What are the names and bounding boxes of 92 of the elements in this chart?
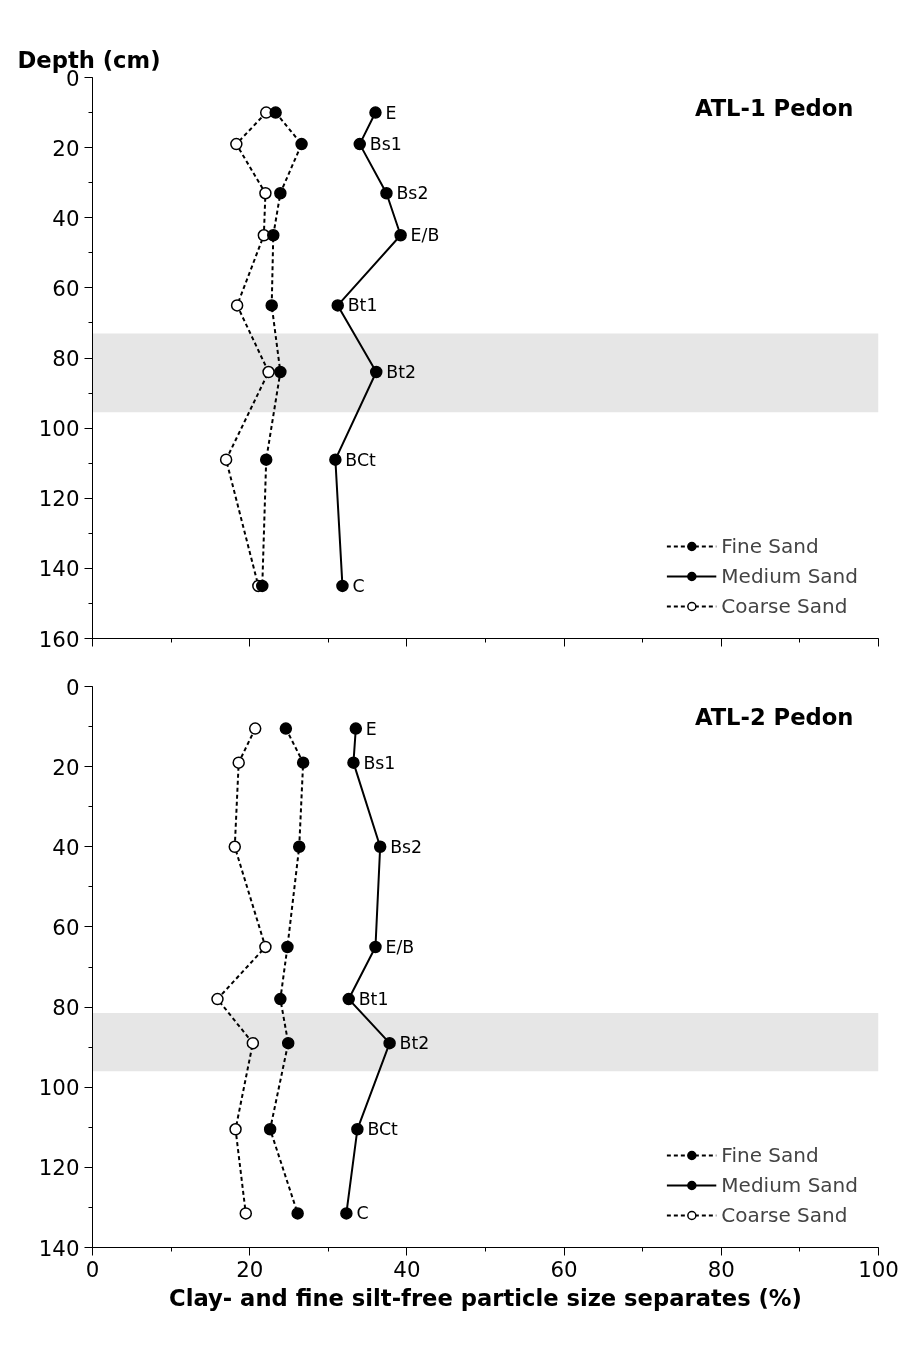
point	[291, 1207, 304, 1220]
annotation: Bt2	[399, 1033, 430, 1054]
point	[267, 229, 280, 242]
annotation: E/B	[410, 225, 440, 246]
point	[219, 453, 233, 466]
point	[248, 722, 262, 735]
point	[351, 1123, 364, 1136]
annotation: C	[356, 1203, 369, 1224]
point	[336, 579, 349, 593]
point	[380, 186, 393, 200]
point	[230, 137, 243, 151]
y-tick-label: 120	[38, 486, 80, 512]
annotation: BCt	[345, 449, 377, 470]
x-tick-label: 100	[858, 1256, 899, 1282]
point	[279, 722, 293, 735]
point	[370, 365, 383, 379]
point	[259, 940, 272, 954]
point	[265, 299, 278, 312]
point	[262, 365, 275, 379]
annotation: Bs1	[369, 134, 402, 155]
x-tick-label: 80	[707, 1256, 735, 1282]
y-tick-label: 100	[38, 416, 80, 442]
point	[230, 299, 244, 312]
point	[353, 137, 366, 151]
point	[373, 840, 387, 854]
point	[281, 940, 294, 954]
annotation: Bt1	[347, 295, 378, 316]
point	[211, 992, 224, 1006]
point	[274, 365, 287, 379]
annotation: Bt1	[358, 989, 389, 1010]
point	[232, 756, 245, 769]
y-tick-label: 40	[52, 205, 80, 231]
point	[246, 1036, 260, 1050]
legend-label: Coarse Sand	[721, 1203, 848, 1227]
point	[394, 229, 407, 242]
y-tick-label: 60	[52, 275, 80, 301]
point	[349, 722, 363, 735]
annotation: BCt	[367, 1119, 399, 1140]
point	[228, 840, 242, 854]
y-tick-label: 60	[52, 914, 80, 940]
y-tick-label: 20	[52, 135, 80, 161]
text: ATL-1 Pedon	[694, 94, 854, 121]
y-tick-label: 0	[65, 674, 80, 700]
point	[369, 106, 382, 119]
point	[296, 756, 310, 769]
text: ATL-2 Pedon	[694, 703, 854, 730]
point	[274, 992, 287, 1006]
point	[331, 299, 344, 312]
point	[281, 1036, 295, 1050]
y-tick-label: 140	[38, 1235, 80, 1261]
annotation: Bs2	[390, 836, 423, 857]
point	[329, 453, 342, 466]
y-tick-label: 40	[52, 834, 80, 860]
x-tick-label: 0	[85, 1256, 100, 1282]
point	[274, 186, 287, 200]
legend-label: Fine Sand	[721, 534, 819, 558]
y-tick-label: 120	[38, 1155, 80, 1181]
point	[292, 840, 306, 854]
point	[269, 106, 282, 119]
point	[239, 1207, 253, 1220]
point	[383, 1036, 396, 1050]
point	[263, 1123, 277, 1136]
y-tick-label: 100	[38, 1075, 80, 1101]
legend-label: Medium Sand	[721, 564, 858, 588]
point	[229, 1123, 242, 1136]
annotation: E/B	[385, 936, 415, 957]
annotation: Bt2	[386, 362, 416, 383]
point	[259, 453, 273, 466]
point	[347, 756, 360, 769]
point	[340, 1207, 353, 1220]
annotation: Bs2	[396, 183, 429, 204]
y-tick-label: 20	[52, 754, 80, 780]
x-tick-label: 60	[550, 1256, 578, 1282]
y-tick-label: 140	[38, 556, 80, 582]
x-axis-title: Clay- and fine silt-free particle size separates (%)	[169, 1284, 802, 1311]
point	[295, 137, 308, 151]
y-tick-label: 80	[52, 346, 80, 371]
annotation: C	[352, 575, 365, 596]
annotation: E	[365, 718, 377, 739]
point	[369, 940, 382, 954]
x-tick-label: 20	[236, 1256, 264, 1282]
annotation: E	[385, 102, 397, 123]
y-tick-label: 160	[38, 626, 80, 652]
x-tick-label: 40	[393, 1256, 421, 1282]
annotation: Bs1	[363, 752, 396, 773]
point	[342, 992, 355, 1006]
legend-label: Medium Sand	[721, 1173, 858, 1197]
legend-label: Fine Sand	[721, 1143, 819, 1167]
point	[259, 186, 272, 200]
point	[256, 579, 269, 593]
y-tick-label: 80	[52, 995, 80, 1021]
legend-label: Coarse Sand	[721, 594, 848, 618]
